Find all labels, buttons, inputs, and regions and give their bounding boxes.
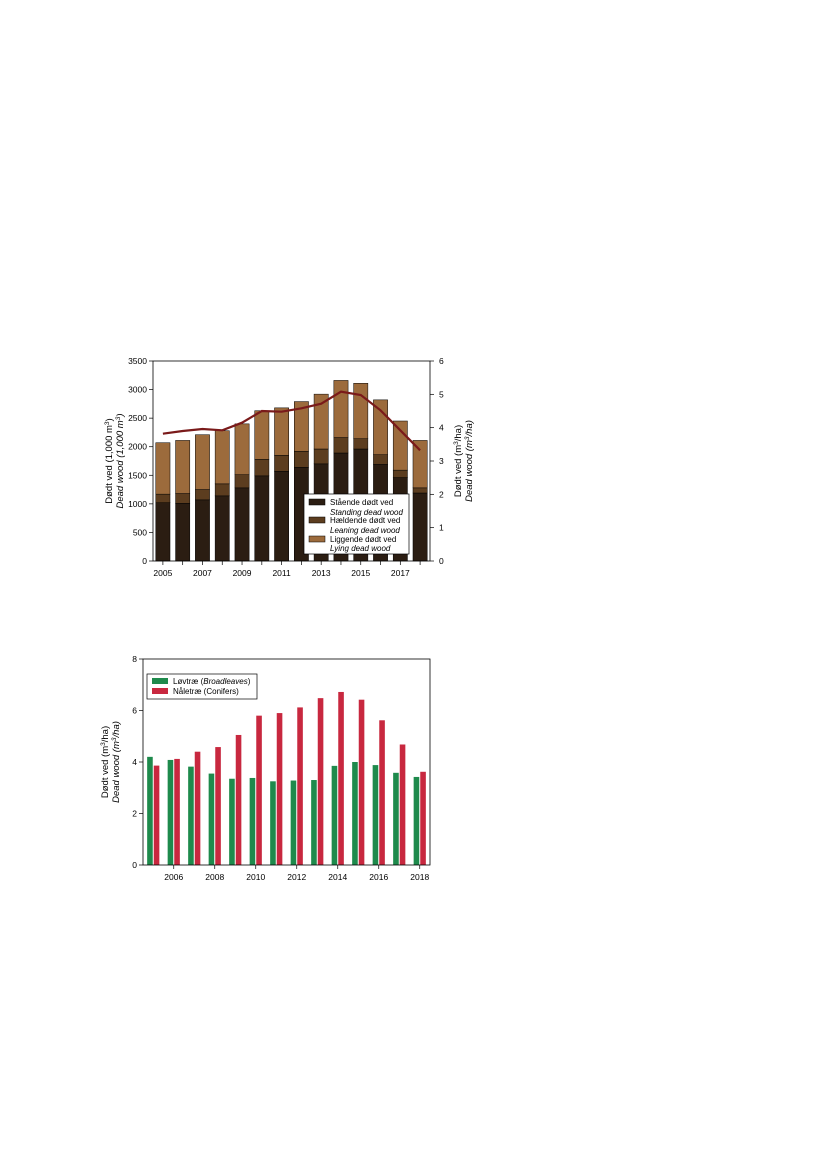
bar-conifers-2005 bbox=[153, 765, 160, 865]
legend-label-conifers: Nåletræ (Conifers) bbox=[173, 687, 239, 696]
conifer-broadleaf-chart: 0 2 4 6 8 2006 2008 2010 2012 2014 2016 2018 Dødt … bbox=[100, 654, 431, 882]
bar-broadleaves-2010 bbox=[249, 777, 256, 865]
x-tick-label: 2014 bbox=[328, 872, 347, 882]
bar-broadleaves-2016 bbox=[372, 765, 379, 865]
bar-broadleaves-2013 bbox=[311, 780, 317, 865]
legend-swatch-leaning bbox=[308, 516, 326, 524]
bar-conifers-2009 bbox=[235, 734, 242, 865]
chart2-y-axis: 0 2 4 6 8 bbox=[132, 654, 143, 870]
bar-conifers-2014 bbox=[338, 691, 344, 865]
chart1-y-axis: 0 500 1000 1500 2000 2500 3000 3500 bbox=[128, 356, 153, 566]
bar-conifers-2006 bbox=[174, 758, 180, 865]
y2-tick-label: 1 bbox=[439, 523, 444, 533]
legend-swatch-lying bbox=[308, 535, 326, 543]
bar-conifers-2013 bbox=[317, 698, 324, 865]
legend-label-lying-en: Lying dead wood bbox=[330, 544, 391, 553]
chart1-y2label-en: Dead wood (m3/ha) bbox=[464, 420, 475, 502]
chart1-ylabel: Dødt ved (1,000 m3) bbox=[104, 418, 115, 503]
y2-tick-label: 2 bbox=[439, 489, 444, 499]
chart2-legend: Løvtræ (Broadleaves) Nåletræ (Conifers) bbox=[146, 673, 258, 700]
x-tick-label: 2011 bbox=[272, 568, 291, 578]
y-tick-label: 3500 bbox=[128, 356, 147, 366]
x-tick-label: 2012 bbox=[287, 872, 306, 882]
bar-broadleaves-2008 bbox=[208, 773, 215, 865]
legend-swatch-broadleaves bbox=[152, 678, 168, 684]
y-tick-label: 2500 bbox=[128, 413, 147, 423]
y2-tick-label: 4 bbox=[439, 423, 444, 433]
chart2-ylabel-en: Dead wood (m3/ha) bbox=[111, 721, 122, 803]
bar-conifers-2011 bbox=[276, 713, 283, 865]
bar-conifers-2012 bbox=[297, 707, 303, 865]
x-tick-label: 2013 bbox=[312, 568, 331, 578]
x-tick-label: 2017 bbox=[391, 568, 410, 578]
bar-conifers-2007 bbox=[194, 751, 201, 865]
y-tick-label: 8 bbox=[132, 654, 137, 664]
bar-lying-2013 bbox=[313, 393, 329, 450]
y-tick-label: 3000 bbox=[128, 385, 147, 395]
legend-label-leaning-en: Leaning dead wood bbox=[330, 526, 400, 535]
x-tick-label: 2010 bbox=[246, 872, 265, 882]
x-tick-label: 2008 bbox=[205, 872, 224, 882]
bar-broadleaves-2009 bbox=[229, 778, 235, 865]
x-tick-label: 2009 bbox=[233, 568, 252, 578]
bar-broadleaves-2006 bbox=[167, 759, 174, 865]
bar-conifers-2017 bbox=[399, 744, 406, 865]
y-tick-label: 0 bbox=[142, 556, 147, 566]
bar-broadleaves-2015 bbox=[352, 762, 358, 865]
y-tick-label: 1500 bbox=[128, 470, 147, 480]
x-tick-label: 2007 bbox=[193, 568, 212, 578]
bar-broadleaves-2017 bbox=[393, 772, 399, 865]
y-tick-label: 2000 bbox=[128, 442, 147, 452]
bar-lying-2012 bbox=[294, 401, 309, 452]
y-tick-label: 2 bbox=[132, 809, 137, 819]
chart1-y2label: Dødt ved (m3/ha) bbox=[453, 425, 464, 497]
bar-broadleaves-2018 bbox=[413, 776, 420, 865]
bar-lying-2005 bbox=[155, 442, 171, 495]
bar-lying-2006 bbox=[175, 440, 191, 494]
chart1-legend: Stående dødt ved Standing dead wood Hæld… bbox=[303, 493, 410, 555]
y-tick-label: 1000 bbox=[128, 499, 147, 509]
bar-broadleaves-2011 bbox=[270, 781, 276, 865]
x-tick-label: 2006 bbox=[164, 872, 183, 882]
bar-conifers-2008 bbox=[215, 747, 221, 865]
x-tick-label: 2016 bbox=[369, 872, 388, 882]
bar-lying-2007 bbox=[195, 434, 210, 490]
x-tick-label: 2015 bbox=[351, 568, 370, 578]
stacked-dead-wood-chart: 0 500 1000 1500 2000 2500 3000 3500 0 1 2 3 4 5 6 200… bbox=[104, 356, 475, 578]
bar-lying-2011 bbox=[274, 407, 289, 456]
y-tick-label: 0 bbox=[132, 860, 137, 870]
chart2-x-axis: 2006 2008 2010 2012 2014 2016 2018 bbox=[164, 865, 429, 882]
bar-broadleaves-2007 bbox=[188, 766, 194, 865]
bar-broadleaves-2012 bbox=[290, 780, 297, 865]
y2-tick-label: 6 bbox=[439, 356, 444, 366]
bar-broadleaves-2014 bbox=[331, 765, 338, 865]
x-tick-label: 2018 bbox=[410, 872, 429, 882]
bar-conifers-2016 bbox=[379, 720, 385, 865]
chart1-line-per-ha bbox=[162, 390, 421, 452]
legend-label-standing-en: Standing dead wood bbox=[330, 508, 404, 517]
y2-tick-label: 0 bbox=[439, 556, 444, 566]
bar-broadleaves-2005 bbox=[147, 756, 153, 865]
legend-label-lying: Liggende dødt ved bbox=[330, 535, 396, 544]
bar-conifers-2015 bbox=[358, 699, 365, 865]
y-tick-label: 500 bbox=[133, 527, 147, 537]
y2-tick-label: 5 bbox=[439, 389, 444, 399]
chart2-ylabel: Dødt ved (m3/ha) bbox=[100, 726, 111, 798]
legend-swatch-standing bbox=[308, 498, 326, 506]
legend-label-leaning: Hældende dødt ved bbox=[330, 516, 400, 525]
legend-swatch-conifers bbox=[152, 688, 168, 694]
chart1-ylabel-en: Dead wood (1,000 m3) bbox=[115, 414, 126, 509]
x-tick-label: 2005 bbox=[153, 568, 172, 578]
y-tick-label: 6 bbox=[132, 706, 137, 716]
chart1-y2-axis: 0 1 2 3 4 5 6 bbox=[430, 356, 444, 566]
y2-tick-label: 3 bbox=[439, 456, 444, 466]
legend-label-broadleaves: Løvtræ (Broadleaves) bbox=[173, 677, 251, 686]
legend-label-standing: Stående dødt ved bbox=[330, 498, 393, 507]
bar-lying-2018 bbox=[412, 440, 428, 489]
bar-conifers-2010 bbox=[256, 715, 262, 865]
bar-conifers-2018 bbox=[420, 771, 426, 865]
chart2-bars bbox=[147, 691, 426, 865]
chart1-x-axis: 2005 2007 2009 2011 2013 2015 2017 bbox=[153, 561, 421, 578]
y-tick-label: 4 bbox=[132, 757, 137, 767]
